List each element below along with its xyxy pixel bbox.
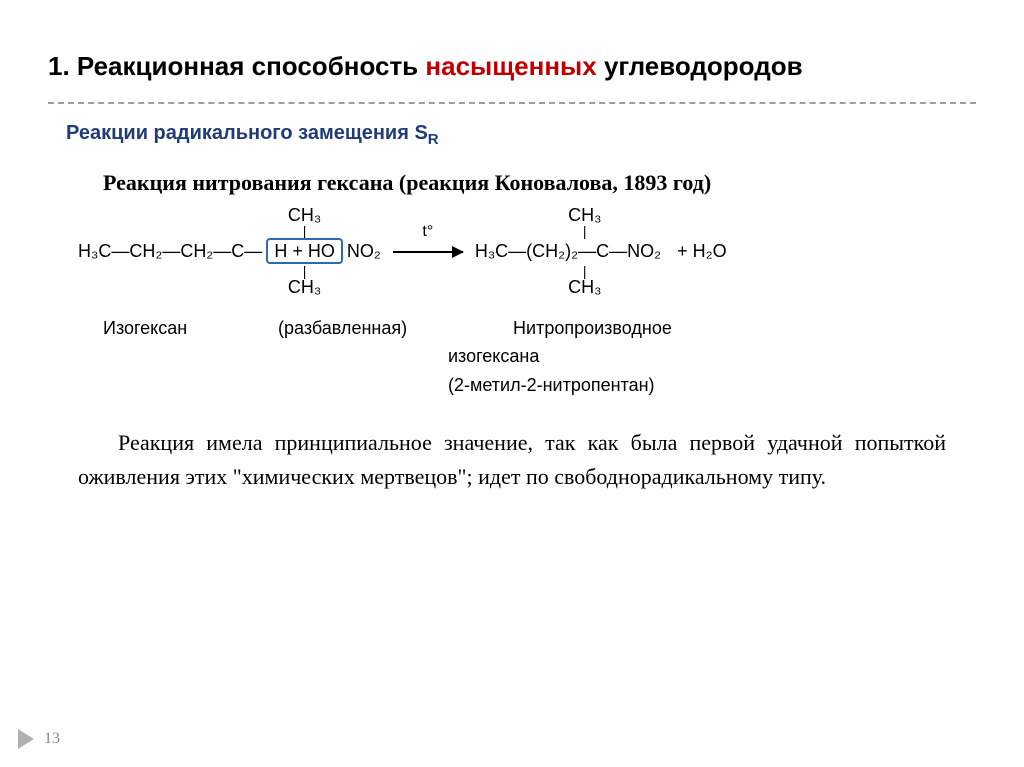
footer-triangle-icon bbox=[18, 729, 34, 749]
reactant-right: NO₂ bbox=[345, 238, 383, 264]
reactant-left: H₃C—CH₂—CH₂—C— bbox=[76, 238, 264, 264]
subheading: Реакции радикального замещения SR bbox=[66, 122, 976, 148]
label-product-line2: изогексана bbox=[448, 345, 976, 368]
label-product-line3: (2-метил-2-нитропентан) bbox=[448, 374, 976, 397]
slide-title: 1. Реакционная способность насыщенных уг… bbox=[48, 50, 976, 84]
reactant-bottom: CH₃ bbox=[264, 278, 345, 296]
product-plus: + H₂O bbox=[663, 238, 729, 264]
title-prefix: 1. Реакционная способность bbox=[48, 51, 425, 81]
title-suffix: углеводородов bbox=[597, 51, 803, 81]
reaction-scheme: CH₃ CH₃ || H₃C—CH₂—CH₂—C— H + HO NO₂ t° bbox=[76, 206, 976, 296]
reaction-arrow: t° bbox=[393, 242, 463, 260]
slide: 1. Реакционная способность насыщенных уг… bbox=[0, 0, 1024, 767]
arrow-label: t° bbox=[422, 224, 433, 240]
body-paragraph: Реакция имела принципиальное значение, т… bbox=[78, 426, 946, 494]
reaction-title: Реакция нитрования гексана (реакция Коно… bbox=[103, 170, 976, 196]
reactant-top: CH₃ bbox=[264, 206, 345, 224]
label-product: Нитропроизводное bbox=[513, 318, 773, 339]
scheme-labels: Изогексан (разбавленная) Нитропроизводно… bbox=[103, 318, 976, 339]
page-number: 13 bbox=[44, 730, 60, 748]
label-reactant: Изогексан bbox=[103, 318, 273, 339]
footer: 13 bbox=[18, 729, 60, 749]
product-bottom: CH₃ bbox=[506, 278, 663, 296]
subheading-text: Реакции радикального замещения S bbox=[66, 122, 428, 144]
paragraph-text: Реакция имела принципиальное значение, т… bbox=[78, 430, 946, 489]
boxed-fragment: H + HO bbox=[266, 238, 343, 264]
product-top: CH₃ bbox=[506, 206, 663, 224]
divider-line bbox=[48, 102, 976, 104]
product-main: H₃C—(CH₂)₂—C—NO₂ bbox=[473, 238, 663, 264]
title-highlight: насыщенных bbox=[425, 51, 596, 81]
subheading-subscript: R bbox=[428, 131, 439, 148]
label-condition: (разбавленная) bbox=[278, 318, 508, 339]
